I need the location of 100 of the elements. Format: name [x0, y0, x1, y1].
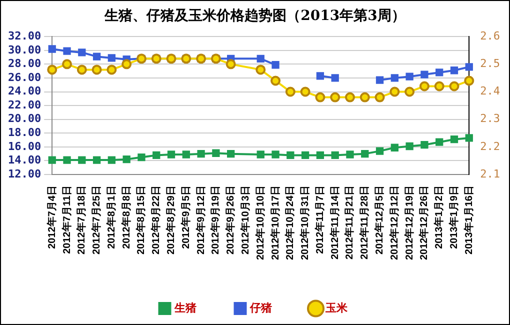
- point: [450, 136, 458, 144]
- point: [404, 86, 415, 97]
- point: [256, 150, 264, 158]
- y-tick-label: 24.00: [8, 84, 42, 98]
- point: [360, 92, 370, 102]
- point: [78, 156, 86, 164]
- point: [92, 156, 101, 164]
- point: [76, 64, 87, 75]
- point: [286, 151, 294, 160]
- point: [48, 156, 56, 164]
- point: [406, 142, 414, 150]
- point: [346, 150, 354, 158]
- x-tick-label: 2012年10月24日: [284, 186, 296, 260]
- point: [197, 150, 205, 158]
- point: [256, 64, 266, 75]
- legend-label: 仔猪: [248, 302, 272, 315]
- x-tick-label: 2012年8月15日: [135, 186, 148, 254]
- y-tick-label: 16.00: [8, 140, 42, 153]
- x-tick-label: 2012年12月5日: [374, 186, 386, 254]
- point: [316, 72, 324, 80]
- point: [376, 147, 384, 155]
- y-tick-label: 32.00: [8, 29, 42, 42]
- point: [300, 86, 310, 97]
- point: [420, 141, 428, 149]
- point: [212, 149, 220, 157]
- point: [227, 150, 235, 158]
- x-tick-label: 2012年8月22日: [150, 186, 162, 254]
- y2-tick-label: 2.5: [480, 57, 500, 70]
- point: [464, 76, 474, 86]
- point: [63, 156, 71, 164]
- point: [152, 151, 160, 160]
- x-tick-label: 2012年8月1日: [105, 186, 118, 249]
- x-tick-label: 2012年9月12日: [194, 186, 207, 254]
- x-tick-label: 2012年11月14日: [328, 186, 341, 260]
- x-tick-label: 2012年7月11日: [60, 186, 73, 254]
- point: [108, 54, 116, 62]
- point: [301, 151, 310, 160]
- point: [419, 81, 430, 92]
- point: [390, 86, 400, 97]
- point: [465, 134, 473, 142]
- point: [272, 61, 280, 69]
- point: [361, 150, 369, 158]
- x-tick-label: 2012年10月31日: [299, 186, 312, 260]
- y-tick-label: 30.00: [8, 43, 42, 56]
- y-tick-label: 14.00: [8, 154, 42, 167]
- x-tick-label: 2013年1月16日: [462, 186, 475, 254]
- point: [315, 92, 326, 102]
- point: [63, 47, 71, 55]
- point: [122, 156, 130, 164]
- y2-tick-label: 2.1: [480, 167, 500, 180]
- point: [434, 81, 444, 92]
- x-tick-label: 2012年11月7日: [314, 186, 326, 254]
- legend-label: 生猪: [173, 302, 196, 315]
- x-tick-label: 2012年11月21日: [344, 186, 356, 260]
- point: [226, 59, 236, 70]
- y2-tick-label: 2.4: [480, 84, 500, 98]
- x-tick-label: 2012年8月8日: [120, 186, 132, 249]
- y2-tick-label: 2.6: [480, 29, 500, 42]
- point: [92, 52, 101, 60]
- point: [138, 153, 146, 162]
- point: [330, 92, 340, 102]
- point: [48, 45, 56, 53]
- point: [374, 92, 385, 102]
- point: [106, 64, 117, 75]
- point: [108, 156, 116, 164]
- y2-tick-label: 2.2: [480, 140, 500, 153]
- x-tick-label: 2012年7月4日: [46, 186, 58, 249]
- chart-title: 生猪、仔猪及玉米价格趋势图（2013年第3周）: [103, 7, 406, 26]
- point: [182, 150, 190, 158]
- y-tick-label: 28.00: [8, 57, 42, 70]
- point: [256, 54, 264, 62]
- y-tick-label: 26.00: [8, 70, 42, 84]
- x-tick-label: 2012年9月5日: [180, 186, 192, 249]
- point: [122, 59, 132, 70]
- x-tick-label: 2012年9月19日: [210, 186, 222, 254]
- point: [316, 151, 324, 160]
- point: [331, 74, 339, 82]
- x-tick-label: 2012年12月26日: [418, 186, 430, 260]
- point: [167, 150, 176, 158]
- y-tick-label: 22.00: [8, 98, 42, 112]
- x-tick-label: 2012年12月12日: [388, 186, 400, 260]
- point: [390, 74, 398, 82]
- point: [420, 70, 428, 78]
- legend-label: 玉米: [324, 302, 348, 315]
- y-tick-label: 20.00: [8, 112, 42, 126]
- x-tick-label: 2012年7月25日: [90, 186, 103, 254]
- x-tick-label: 2012年11月28日: [358, 186, 371, 260]
- y-tick-label: 18.00: [8, 126, 42, 139]
- point: [62, 59, 72, 70]
- point: [331, 151, 339, 160]
- point: [406, 72, 414, 80]
- x-tick-label: 2012年8月29日: [165, 186, 178, 254]
- point: [390, 144, 398, 152]
- point: [47, 64, 58, 75]
- point: [78, 48, 86, 56]
- x-tick-label: 2012年10月3日: [239, 186, 252, 254]
- x-tick-label: 2012年12月19日: [403, 186, 416, 260]
- point: [450, 66, 458, 74]
- y2-tick-label: 2.3: [480, 112, 500, 126]
- x-tick-label: 2012年9月26日: [224, 186, 237, 254]
